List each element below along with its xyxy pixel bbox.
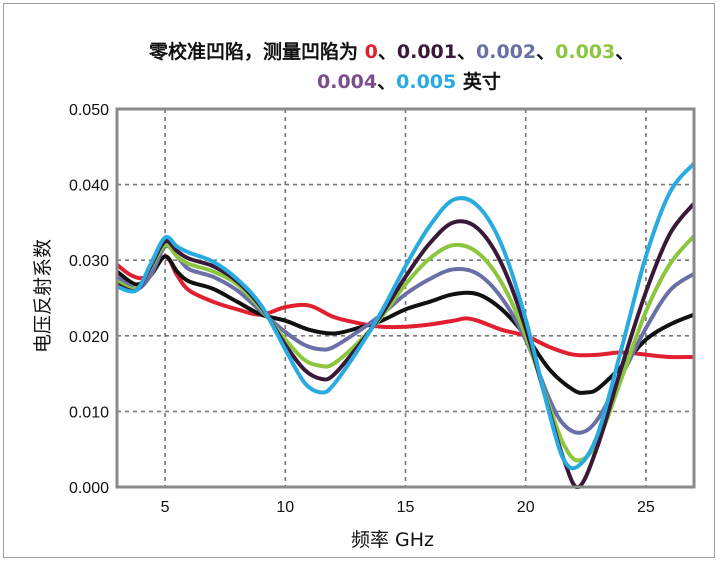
x-axis-label: 频率 GHz <box>351 529 434 551</box>
chart-title-line-2: 0.004、0.005 英寸 <box>317 67 501 94</box>
title-depth-2: 0.002 <box>476 41 537 63</box>
line-chart: 0.000 0.010 0.020 0.030 0.040 0.050 5 10 15 20 25 频… <box>32 102 696 551</box>
y-tick-label: 0.000 <box>69 480 109 497</box>
title-separator: 、 <box>536 41 556 63</box>
title-depth-4: 0.004 <box>317 71 378 93</box>
y-axis-label: 电压反射系数 <box>32 239 54 353</box>
title-depth-5: 0.005 <box>396 71 457 93</box>
series-line-0.004 <box>117 201 694 489</box>
title-depth-3: 0.003 <box>555 41 616 63</box>
x-tick-label: 20 <box>517 499 535 516</box>
series-line-0.001 <box>117 254 694 395</box>
y-tick-label: 0.010 <box>69 404 109 421</box>
chart-title-line-1: 零校准凹陷，测量凹陷为 0、0.001、0.002、0.003、 <box>149 37 634 64</box>
x-tick-label: 15 <box>397 499 415 516</box>
y-tick-label: 0.050 <box>69 102 109 119</box>
title-separator: 、 <box>456 41 476 63</box>
title-suffix: 英寸 <box>456 71 501 93</box>
x-tick-label: 25 <box>637 499 655 516</box>
y-tick-label: 0.020 <box>69 329 109 346</box>
x-tick-label: 5 <box>161 499 170 516</box>
title-separator: 、 <box>377 41 397 63</box>
title-separator: 、 <box>377 71 397 93</box>
y-tick-label: 0.040 <box>69 178 109 195</box>
title-depth-1: 0.001 <box>396 41 457 63</box>
y-tick-label: 0.030 <box>69 253 109 270</box>
chart-frame: 零校准凹陷，测量凹陷为 0、0.001、0.002、0.003、 0.004、0… <box>3 3 715 558</box>
series-line-0 <box>117 254 694 360</box>
plot-border <box>115 107 696 489</box>
title-prefix: 零校准凹陷，测量凹陷为 <box>149 41 365 63</box>
title-separator: 、 <box>615 41 635 63</box>
series-line-0.005 <box>117 161 694 471</box>
x-tick-label: 10 <box>276 499 294 516</box>
title-depth-0: 0 <box>364 41 378 63</box>
